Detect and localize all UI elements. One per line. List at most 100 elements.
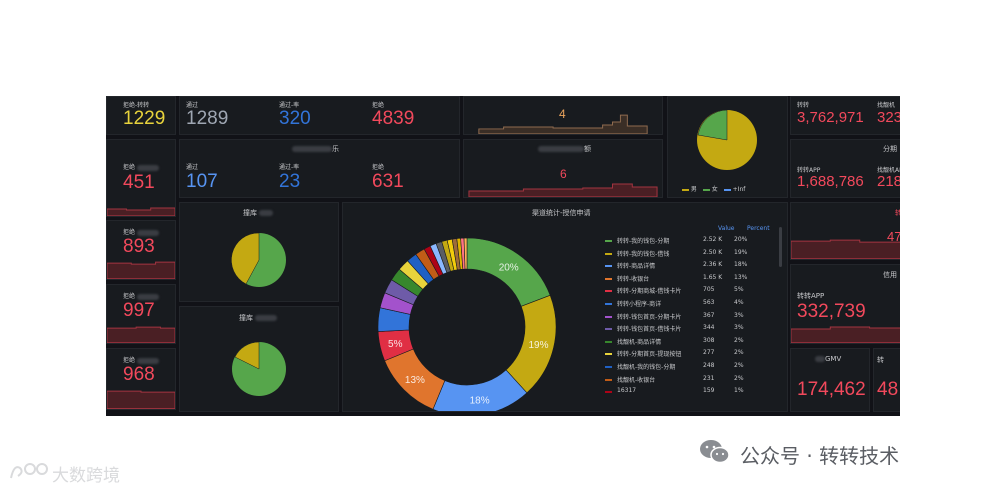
stat-value-zhuanzhuan-app: 1,688,786 xyxy=(797,173,864,190)
blurred-text xyxy=(815,356,825,362)
legend-item[interactable]: 转转-我的钱包-借钱 2.50 K 19% xyxy=(605,248,775,259)
legend-swatch xyxy=(605,265,612,268)
stat-label-text: 拒绝 xyxy=(123,357,136,364)
stat-panel-app-2[interactable]: 分期 转转APP 1,688,786 找靓机APP 218 xyxy=(790,139,900,198)
small-pie-chart xyxy=(231,232,286,287)
stat-value-zhaoliangji: 323 xyxy=(877,109,900,126)
stat-value: 1229 xyxy=(123,108,166,129)
legend-item[interactable]: 转转-分期首页-提现按钮 277 2% xyxy=(605,348,775,359)
stat-panel-gmv[interactable]: GMV 174,462 xyxy=(790,348,870,412)
legend-label: 转转-钱包首页-借钱卡片 xyxy=(617,326,682,334)
stat-label: 拒绝 xyxy=(123,355,160,364)
legend-header-percent: Percent xyxy=(747,225,770,232)
legend-label-female: 女 xyxy=(711,186,718,193)
blurred-text xyxy=(137,229,160,236)
legend-percent: 2% xyxy=(734,362,744,369)
legend-swatch xyxy=(605,391,612,394)
corner-watermark-text: 大数跨境 xyxy=(52,466,120,486)
stat-panel-app-1[interactable]: 转转 3,762,971 找靓机 323 xyxy=(790,96,900,135)
legend-percent: 2% xyxy=(734,349,744,357)
stat-panel-reject-4[interactable]: 拒绝 997 xyxy=(106,284,176,344)
legend-label-male: 男 xyxy=(690,186,697,193)
stat-panel-reject-zhuanzhuan[interactable]: 拒绝-转转 1229 xyxy=(106,96,176,135)
legend-label: 转转-钱包首页-分期卡片 xyxy=(617,313,682,321)
panel-title: 撞库 xyxy=(243,208,273,218)
sparkline xyxy=(107,207,175,216)
stat-label-pass-rate: 通过-率 xyxy=(279,102,300,109)
blurred-text xyxy=(137,293,160,300)
small-pie-chart xyxy=(232,341,286,396)
legend-swatch xyxy=(605,240,612,242)
stat-panel-credit[interactable]: 信用 转转APP 332,739 xyxy=(790,264,900,344)
legend-value: 248 xyxy=(703,362,715,369)
stat-label-zhaoliangji-app: 找靓机APP xyxy=(877,167,900,174)
donut-slice-label: 5% xyxy=(388,339,403,350)
stat-panel-approval-1[interactable]: 通过 1289 通过-率 320 拒绝 4839 xyxy=(179,96,460,135)
legend-item[interactable]: 转转-分期商城-借钱卡片 705 5% xyxy=(605,285,775,296)
timeseries-panel-2[interactable]: 额 6 xyxy=(463,139,663,198)
stat-panel-right-4[interactable]: 转 48 xyxy=(873,348,900,412)
stat-label: 转转APP xyxy=(797,292,825,300)
legend-item[interactable]: 转转-我的钱包-分期 2.52 K 20% xyxy=(605,235,775,246)
panel-title: 转 xyxy=(895,208,900,218)
panel-title: GMV xyxy=(813,355,841,363)
stat-panel-approval-2[interactable]: 乐 通过 107 通过-率 23 拒绝 631 xyxy=(179,139,460,198)
small-pie-panel-2[interactable]: 撞库 xyxy=(179,306,339,412)
legend-item[interactable]: 找靓机-我的钱包-分期 248 2% xyxy=(605,361,775,372)
stat-label-pass-rate: 通过-率 xyxy=(279,164,300,171)
legend-percent: 4% xyxy=(734,299,744,306)
legend-swatch xyxy=(605,303,612,305)
legend-value: 277 xyxy=(703,349,715,357)
dashuju-logo-icon xyxy=(10,463,48,479)
legend-label: 找靓机-我的钱包-分期 xyxy=(617,364,676,371)
stat-value: 451 xyxy=(123,172,155,193)
legend-label: 转转-商品详情 xyxy=(617,263,656,271)
legend-item[interactable]: 转转小程序-商详 563 4% xyxy=(605,298,775,309)
stat-value-pass: 107 xyxy=(186,171,218,192)
small-pie-panel-1[interactable]: 撞库 xyxy=(179,202,339,302)
stat-panel-reject-3[interactable]: 拒绝 893 xyxy=(106,220,176,280)
donut-slice-label: 19% xyxy=(528,340,548,351)
legend-percent: 1% xyxy=(734,387,744,395)
legend-item[interactable]: 转转-钱包首页-借钱卡片 344 3% xyxy=(605,323,775,334)
legend-percent: 3% xyxy=(734,324,744,332)
donut-slice-label: 13% xyxy=(405,375,425,386)
donut-slice[interactable] xyxy=(463,237,468,270)
legend-item[interactable]: 转转-钱包首页-分期卡片 367 3% xyxy=(605,311,775,322)
legend-value: 344 xyxy=(703,324,715,332)
legend-percent: 2% xyxy=(734,336,744,344)
legend-label: 转转-收银台 xyxy=(617,275,650,283)
blurred-text xyxy=(538,146,584,152)
legend-item[interactable]: 找靓机-商品详情 308 2% xyxy=(605,336,775,347)
legend-label: 找靓机-商品详情 xyxy=(617,338,662,346)
timeseries-panel-1[interactable]: 4 xyxy=(463,96,663,135)
channel-legend: Value Percent 转转-我的钱包-分期 2.52 K 20% 转转-我的钱包… xyxy=(605,223,783,411)
stat-label-zhuanzhuan: 转转 xyxy=(797,102,810,109)
stat-panel-reject-2[interactable]: 拒绝 451 xyxy=(106,139,176,217)
stat-value: 997 xyxy=(123,300,155,321)
sparkline xyxy=(791,239,900,259)
stat-panel-reject-5[interactable]: 拒绝 968 xyxy=(106,348,176,410)
stat-label-text: 拒绝 xyxy=(123,229,136,236)
stat-value-zhaoliangji-app: 218 xyxy=(877,173,900,190)
legend-value: 2.50 K xyxy=(703,248,723,256)
blurred-text xyxy=(255,315,277,321)
stat-value: 47 xyxy=(887,229,900,244)
legend-item[interactable]: 16317 159 1% xyxy=(605,386,775,397)
stat-value: 968 xyxy=(123,364,155,385)
gender-pie-panel[interactable]: 男 女 +Inf xyxy=(667,96,788,198)
legend-swatch xyxy=(605,290,612,293)
legend-label-inf: +Inf xyxy=(732,186,746,193)
legend-swatch-inf xyxy=(723,188,731,191)
panel-title: 渠道统计-授信申请 xyxy=(532,209,591,217)
legend-value: 1.65 K xyxy=(703,273,723,281)
stat-panel-right-1[interactable]: 转 47 xyxy=(790,202,900,260)
legend-item[interactable]: 转转-收银台 1.65 K 13% xyxy=(605,273,775,284)
channel-donut-panel[interactable]: 渠道统计-授信申请 20% 19% 18% 13% 5% Value Percent 转… xyxy=(342,202,788,412)
legend-item[interactable]: 转转-商品详情 2.36 K 18% xyxy=(605,260,775,271)
legend-scrollbar[interactable] xyxy=(779,227,782,267)
legend-item[interactable]: 找靓机-收银台 231 2% xyxy=(605,374,775,385)
stat-value-pass-rate: 23 xyxy=(279,171,301,192)
legend-percent: 13% xyxy=(734,273,748,281)
sparkline xyxy=(107,261,175,279)
